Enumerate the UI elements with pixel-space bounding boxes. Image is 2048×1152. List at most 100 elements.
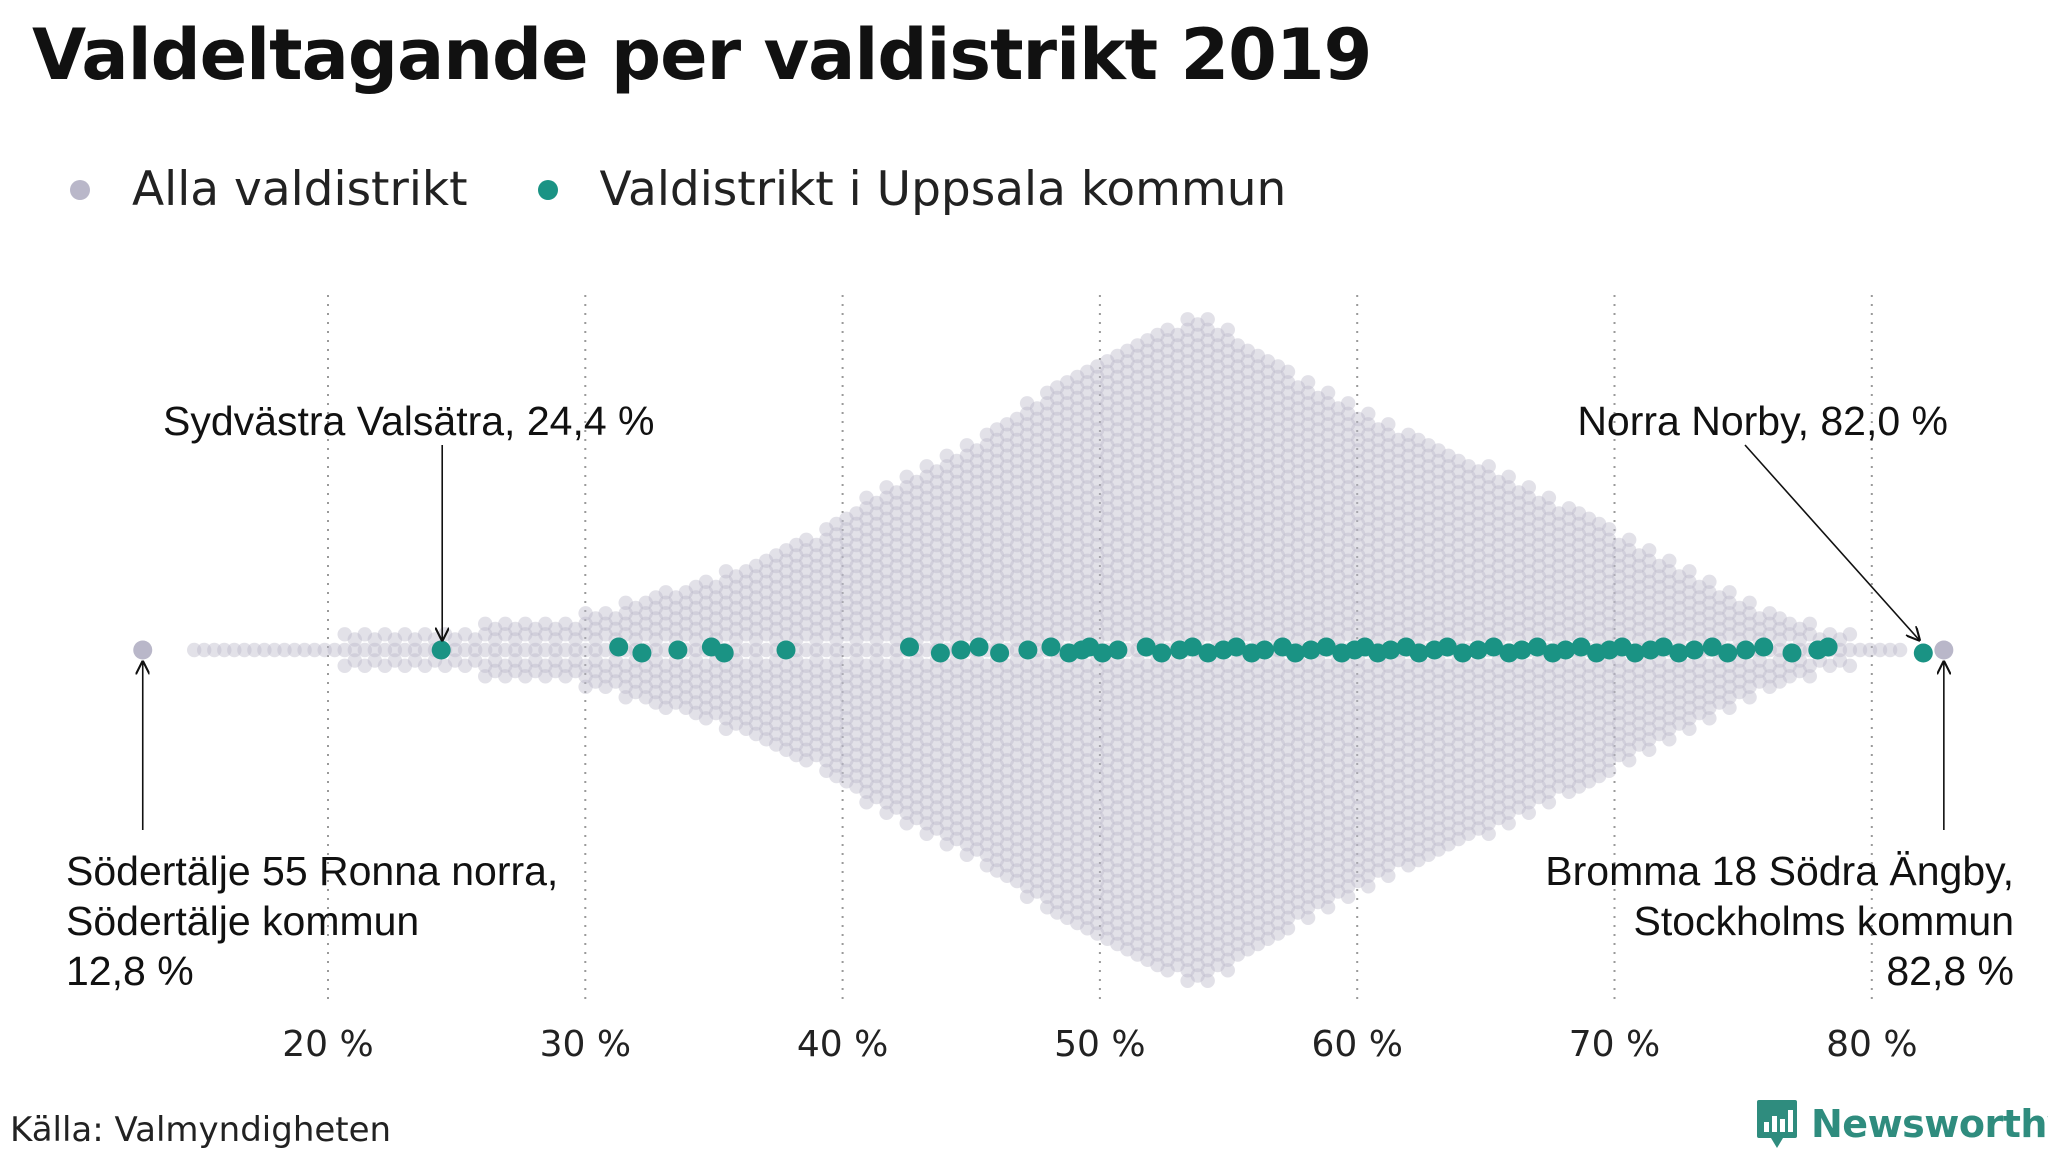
data-point-all xyxy=(1290,863,1306,878)
data-point-all xyxy=(969,800,985,815)
data-point-all xyxy=(1040,490,1055,505)
data-point-all xyxy=(1310,537,1326,553)
data-point-all xyxy=(1371,621,1386,637)
data-point-all xyxy=(989,464,1005,479)
data-point-all xyxy=(1331,873,1346,889)
data-point-all xyxy=(1050,842,1065,857)
data-point-all xyxy=(1180,900,1195,915)
data-point-all xyxy=(1180,763,1195,778)
data-point-all xyxy=(1080,921,1095,936)
data-point-all xyxy=(959,543,975,558)
data-point-all xyxy=(1230,905,1246,920)
data-point-all xyxy=(1170,495,1185,511)
data-point-all xyxy=(889,695,904,710)
data-point-all xyxy=(1230,926,1246,941)
data-point-all xyxy=(949,726,964,742)
data-point-all xyxy=(1009,569,1025,584)
data-point-all xyxy=(1230,947,1246,962)
data-point-all xyxy=(919,784,934,799)
data-point-all xyxy=(468,653,483,668)
data-point-all xyxy=(1160,669,1175,684)
data-point-all xyxy=(1250,359,1266,374)
data-point-all xyxy=(1300,837,1316,852)
data-point-all xyxy=(1220,879,1236,894)
data-point-all xyxy=(1140,921,1155,936)
data-point-all xyxy=(1290,716,1306,731)
data-point-all xyxy=(869,674,884,689)
data-point-all xyxy=(859,690,874,705)
data-point-all xyxy=(1200,606,1215,621)
data-point-all xyxy=(839,553,854,568)
data-point-all xyxy=(1381,711,1396,726)
data-point-all xyxy=(1170,380,1185,395)
data-point-all xyxy=(1290,537,1306,553)
data-point-all xyxy=(819,606,834,621)
data-point-all xyxy=(1019,553,1035,568)
data-point-all xyxy=(1331,506,1346,521)
data-point-all xyxy=(1040,658,1055,673)
data-point-all xyxy=(1160,837,1175,852)
data-point-all xyxy=(1250,621,1266,637)
data-point-all xyxy=(1220,805,1236,820)
data-point-all xyxy=(1210,621,1225,637)
data-point-all xyxy=(849,779,864,794)
data-point-all xyxy=(1160,490,1175,505)
data-point-all xyxy=(919,543,934,558)
data-point-all xyxy=(728,600,744,616)
data-point-all xyxy=(1140,343,1155,358)
data-point-all xyxy=(1180,669,1195,684)
data-point-all xyxy=(1210,884,1225,899)
data-point-all xyxy=(1160,700,1175,715)
data-point-all xyxy=(1150,674,1165,689)
data-point-all xyxy=(1190,663,1205,679)
data-point-all xyxy=(1170,527,1185,542)
data-point-all xyxy=(789,537,804,553)
data-point-all xyxy=(939,805,954,820)
data-point-all xyxy=(1070,411,1085,427)
data-point-all xyxy=(1170,600,1185,616)
data-point-all xyxy=(1150,495,1165,511)
data-point-all xyxy=(1320,511,1336,526)
data-point-all xyxy=(1110,926,1125,941)
data-point-all xyxy=(1250,600,1266,616)
data-point-all xyxy=(1290,779,1306,794)
data-point-all xyxy=(1361,459,1376,474)
data-point-all xyxy=(1130,579,1145,595)
data-point-all xyxy=(1310,705,1326,721)
data-point-all xyxy=(1140,616,1155,631)
data-point-all xyxy=(1300,753,1316,768)
data-point-all xyxy=(1300,900,1316,915)
data-point-all xyxy=(969,527,985,542)
data-point-all xyxy=(738,658,754,673)
data-point-all xyxy=(939,795,954,810)
data-point-all xyxy=(1320,774,1336,789)
data-point-all xyxy=(1200,732,1215,747)
data-point-all xyxy=(1110,747,1125,763)
data-point-all xyxy=(1140,522,1155,537)
data-point-all xyxy=(1371,516,1386,532)
data-point-all xyxy=(1200,501,1215,516)
data-point-all xyxy=(989,716,1005,731)
data-point-all xyxy=(658,690,673,705)
data-point-all xyxy=(548,663,563,679)
data-point-all xyxy=(498,616,513,631)
data-point-all xyxy=(598,669,613,684)
data-point-all xyxy=(789,716,804,731)
data-point-all xyxy=(969,842,985,857)
data-point-all xyxy=(1190,758,1205,773)
data-point-all xyxy=(1040,805,1055,820)
data-point-all xyxy=(889,590,904,605)
data-point-all xyxy=(1160,753,1175,768)
data-point-all xyxy=(1120,406,1135,421)
data-point-all xyxy=(849,579,864,595)
data-point-all xyxy=(1240,543,1256,558)
data-point-all xyxy=(939,826,954,841)
data-point-all xyxy=(1090,726,1105,742)
data-point-all xyxy=(1060,532,1075,547)
data-point-all xyxy=(1310,842,1326,857)
data-point-all xyxy=(1190,600,1205,616)
data-point-all xyxy=(1260,585,1276,600)
data-point-all xyxy=(1019,438,1035,453)
data-point-all xyxy=(1230,747,1246,763)
data-point-all xyxy=(939,574,954,589)
